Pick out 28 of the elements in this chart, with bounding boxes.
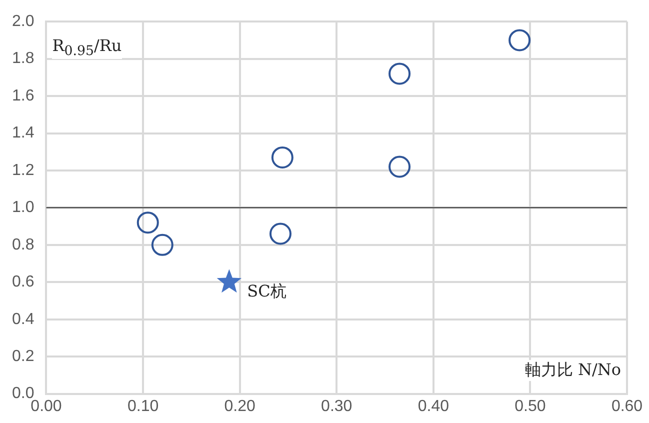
point	[136, 212, 159, 234]
y-tick-label: 0.6	[12, 274, 34, 291]
point	[388, 156, 411, 178]
point	[271, 146, 294, 168]
x-tick-label: 0.60	[611, 398, 643, 415]
y-tick-label: 0.8	[12, 236, 34, 254]
point	[508, 29, 531, 52]
y-tick-label: 0.4	[12, 310, 34, 328]
x-tick-label: 0.40	[418, 398, 450, 415]
point	[151, 234, 174, 256]
y-tick-label: 1.8	[12, 50, 34, 68]
y-tick-label: 1.2	[12, 162, 34, 179]
y-axis-title: R$_{0.95}$/Ru	[52, 36, 122, 59]
x-tick-label: 0.20	[224, 398, 256, 415]
y-tick-label: 2.0	[12, 13, 34, 30]
y-tick-label: 0.2	[12, 348, 34, 365]
point	[388, 62, 411, 85]
x-tick-label: 0.10	[127, 398, 159, 415]
y-tick-label: 1.4	[12, 124, 34, 142]
x-tick-label: 0.00	[30, 398, 62, 415]
y-tick-label: 1.0	[12, 199, 34, 216]
point	[216, 269, 242, 293]
x-tick-label: 0.30	[321, 398, 352, 415]
y-tick-label: 1.6	[12, 87, 34, 104]
point	[269, 222, 292, 245]
annotation: SC杭	[247, 281, 286, 300]
x-tick-label: 0.50	[514, 398, 546, 415]
x-axis-title: 軸力比 N/No	[524, 360, 621, 381]
